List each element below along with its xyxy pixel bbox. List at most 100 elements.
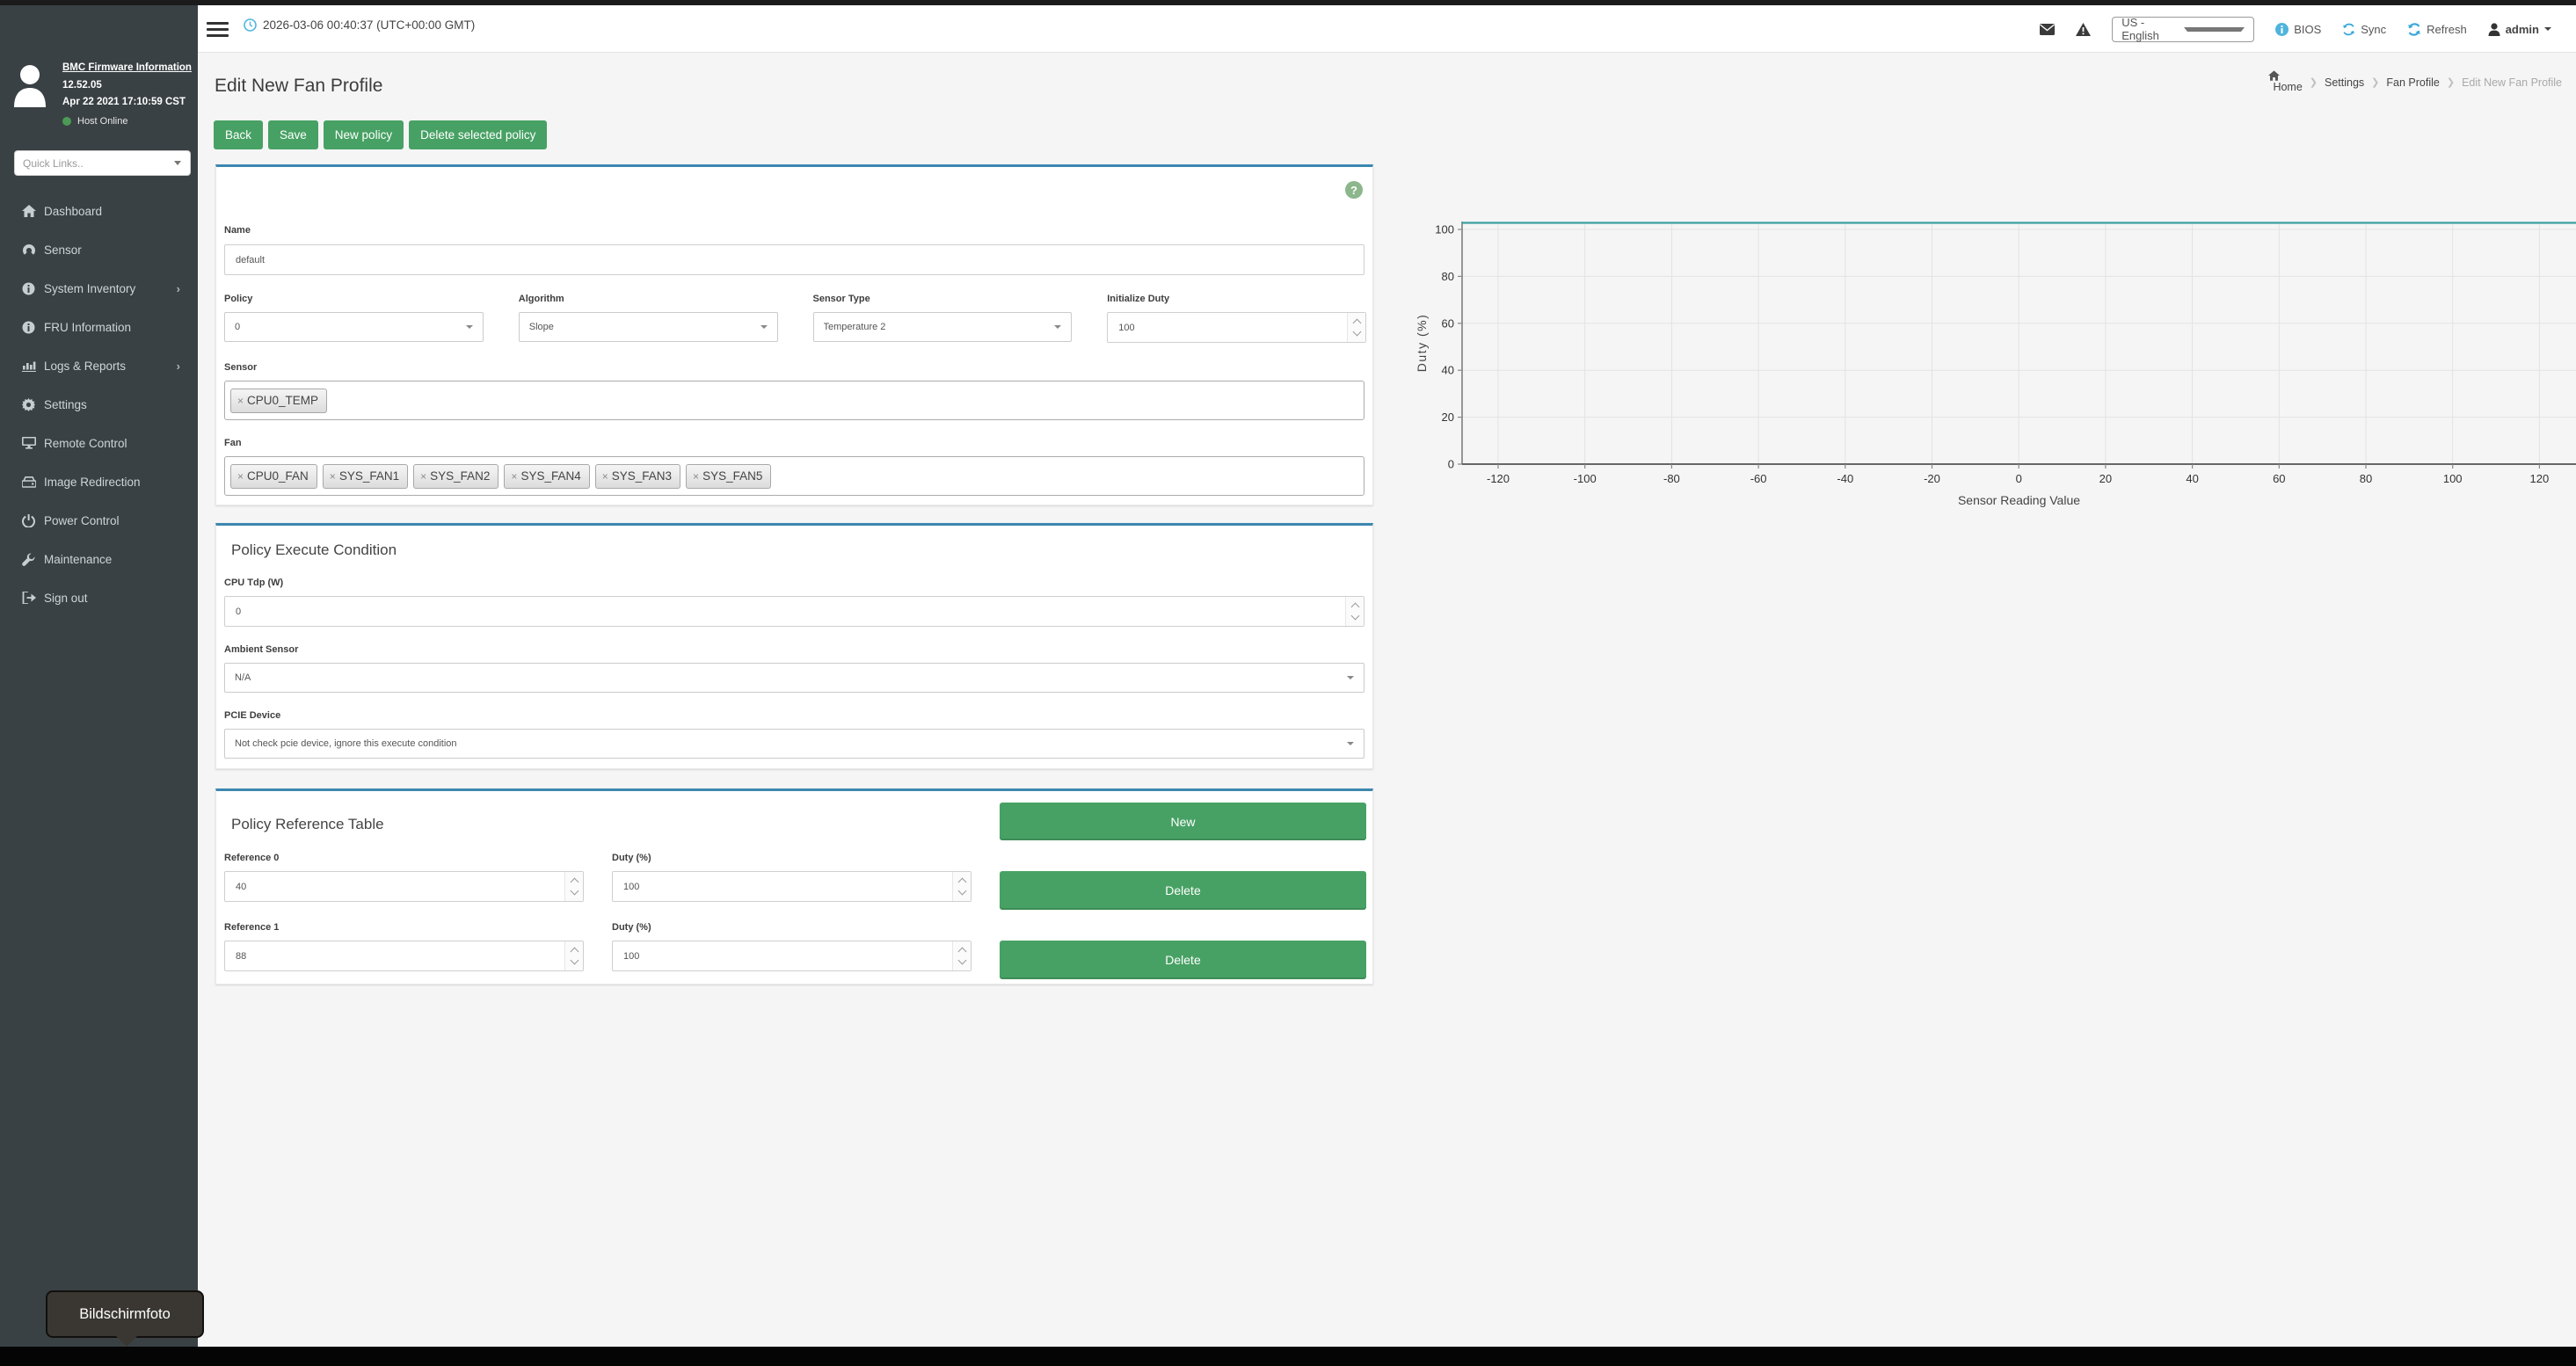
sidebar-item-label: Settings — [44, 397, 87, 411]
sidebar-item-maintenance[interactable]: Maintenance — [0, 540, 198, 578]
number-spinner[interactable] — [952, 872, 971, 901]
remove-tag-icon[interactable]: × — [601, 469, 608, 483]
sidebar-user-panel: BMC Firmware Information 12.52.05 Apr 22… — [0, 5, 198, 127]
algorithm-select[interactable]: Slope — [518, 312, 778, 342]
avatar — [11, 63, 48, 107]
name-label: Name — [224, 225, 251, 236]
quick-links-select[interactable]: Quick Links.. — [14, 150, 191, 176]
number-spinner[interactable] — [952, 941, 971, 970]
delete-selected-policy-button[interactable]: Delete selected policy — [409, 120, 548, 149]
refresh-label: Refresh — [2427, 22, 2467, 36]
page-title: Edit New Fan Profile — [215, 76, 383, 96]
new-reference-button[interactable]: New — [1000, 803, 1366, 840]
ambient-sensor-select[interactable]: N/A — [224, 663, 1364, 693]
taskbar[interactable] — [0, 1347, 2576, 1366]
chevron-down-icon — [174, 161, 181, 165]
duty-0-label: Duty (%) — [612, 853, 651, 863]
help-icon[interactable]: ? — [1345, 181, 1363, 199]
fan-tag[interactable]: × SYS_FAN1 — [322, 463, 409, 489]
sidebar-item-dashboard[interactable]: Dashboard — [0, 192, 198, 230]
policy-select[interactable]: 0 — [224, 312, 484, 342]
sensor-tag[interactable]: × CPU0_TEMP — [230, 388, 328, 413]
alert-icon[interactable] — [2076, 22, 2092, 36]
fan-tag[interactable]: × CPU0_FAN — [230, 463, 317, 489]
remove-tag-icon[interactable]: × — [237, 394, 244, 407]
reference-1-value: 88 — [236, 950, 247, 962]
sidebar-item-fru-information[interactable]: FRU Information — [0, 308, 198, 346]
ambient-sensor-label: Ambient Sensor — [224, 644, 299, 655]
svg-text:80: 80 — [1442, 270, 1454, 283]
bios-button[interactable]: BIOS — [2275, 22, 2321, 36]
remove-tag-icon[interactable]: × — [237, 469, 244, 483]
sidebar-item-settings[interactable]: Settings — [0, 385, 198, 424]
sensor-type-select[interactable]: Temperature 2 — [812, 312, 1073, 342]
sensor-tag-input[interactable]: × CPU0_TEMP — [224, 381, 1364, 420]
pcie-device-select[interactable]: Not check pcie device, ignore this execu… — [224, 729, 1364, 759]
sidebar-item-sign-out[interactable]: Sign out — [0, 578, 198, 617]
sidebar-item-sensor[interactable]: Sensor — [0, 230, 198, 269]
cpu-tdp-input[interactable]: 0 — [224, 596, 1364, 627]
pcie-device-value: Not check pcie device, ignore this execu… — [235, 738, 457, 749]
number-spinner[interactable] — [1347, 313, 1365, 342]
sidebar-item-logs-reports[interactable]: Logs & Reports › — [0, 346, 198, 385]
reference-1-input[interactable]: 88 — [224, 941, 584, 971]
duty-1-input[interactable]: 100 — [612, 941, 971, 971]
number-spinner[interactable] — [1345, 597, 1364, 626]
tag-label: SYS_FAN2 — [430, 469, 491, 483]
reference-table-heading: Policy Reference Table — [231, 816, 384, 832]
remove-tag-icon[interactable]: × — [511, 469, 518, 483]
reference-0-input[interactable]: 40 — [224, 871, 584, 902]
remove-tag-icon[interactable]: × — [693, 469, 700, 483]
user-menu[interactable]: admin — [2488, 23, 2551, 36]
chart-bars-icon — [21, 360, 36, 372]
sync-label: Sync — [2361, 22, 2387, 36]
back-button[interactable]: Back — [214, 120, 264, 149]
fan-tag[interactable]: × SYS_FAN3 — [594, 463, 681, 489]
reference-row: Reference 0 40 Duty (%) 100 Delete — [224, 852, 1366, 910]
breadcrumb-item[interactable]: Fan Profile — [2386, 76, 2440, 89]
svg-text:20: 20 — [1442, 411, 1454, 424]
number-spinner[interactable] — [564, 872, 583, 901]
bmc-firmware-link[interactable]: BMC Firmware Information — [62, 62, 192, 73]
initialize-duty-input[interactable]: 100 — [1107, 312, 1366, 343]
fan-tag[interactable]: × SYS_FAN5 — [686, 463, 772, 489]
sidebar-item-remote-control[interactable]: Remote Control — [0, 424, 198, 462]
execute-condition-heading: Policy Execute Condition — [231, 541, 397, 558]
duty-1-label: Duty (%) — [612, 922, 651, 933]
hamburger-menu-icon[interactable] — [207, 22, 229, 40]
duty-0-input[interactable]: 100 — [612, 871, 971, 902]
sidebar-item-power-control[interactable]: Power Control — [0, 501, 198, 540]
breadcrumb-separator: ❯ — [2446, 77, 2456, 88]
name-input[interactable]: default — [224, 244, 1364, 275]
tag-label: CPU0_FAN — [247, 469, 309, 483]
fan-tag[interactable]: × SYS_FAN4 — [504, 463, 590, 489]
refresh-button[interactable]: Refresh — [2407, 23, 2467, 36]
new-policy-button[interactable]: New policy — [323, 120, 404, 149]
top-header: 2026-03-06 00:40:37 (UTC+00:00 GMT) US -… — [198, 5, 2576, 53]
delete-reference-button[interactable]: Delete — [1000, 871, 1366, 910]
reference-0-value: 40 — [236, 881, 247, 892]
tag-label: SYS_FAN1 — [338, 469, 400, 483]
mail-icon[interactable] — [2040, 23, 2056, 35]
remove-tag-icon[interactable]: × — [420, 469, 427, 483]
svg-text:60: 60 — [1442, 316, 1454, 330]
fan-tag[interactable]: × SYS_FAN2 — [413, 463, 499, 489]
svg-text:100: 100 — [1435, 223, 1454, 236]
number-spinner[interactable] — [564, 941, 583, 970]
save-button[interactable]: Save — [268, 120, 318, 149]
breadcrumb-separator: ❯ — [2371, 77, 2380, 88]
breadcrumb-item[interactable]: Home — [2268, 70, 2303, 94]
fan-tag-input[interactable]: × CPU0_FAN × SYS_FAN1 × SYS_FAN2 × SYS_FAN4 × SYS… — [224, 456, 1364, 496]
duty-1-value: 100 — [623, 950, 640, 962]
remove-tag-icon[interactable]: × — [329, 469, 336, 483]
sync-button[interactable]: Sync — [2342, 23, 2386, 36]
sidebar-item-system-inventory[interactable]: System Inventory › — [0, 269, 198, 308]
reference-rows: Reference 0 40 Duty (%) 100 Delete Refere… — [224, 852, 1366, 979]
language-select[interactable]: US - English — [2112, 16, 2255, 42]
window-top-edge — [0, 0, 2576, 5]
sidebar-item-image-redirection[interactable]: Image Redirection — [0, 462, 198, 501]
tag-label: CPU0_TEMP — [247, 394, 319, 407]
policy-label: Policy — [224, 294, 253, 304]
delete-reference-button[interactable]: Delete — [1000, 941, 1366, 979]
breadcrumb-item[interactable]: Settings — [2325, 76, 2365, 89]
